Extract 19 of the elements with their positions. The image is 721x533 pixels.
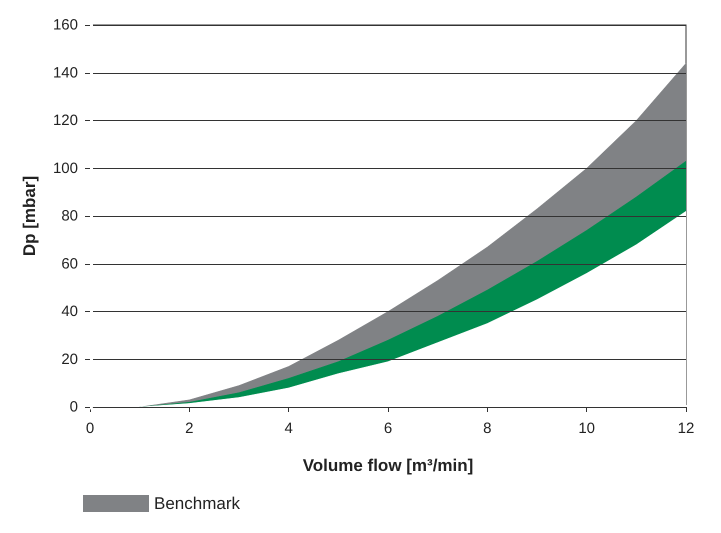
y-tick-label: 80 [61,208,78,224]
y-tick-label: 160 [52,16,78,34]
x-axis-title: Volume flow [m³/min] [302,456,474,475]
y-tick-label: 140 [52,64,78,82]
y-tick-label: 0 [70,398,78,416]
x-tick-label: 4 [284,420,293,437]
y-tick-label: 100 [52,160,78,177]
y-tick-label: 60 [61,255,78,272]
x-tick-label: 0 [86,420,94,437]
x-tick-label: 6 [384,420,392,437]
x-tick-label: 10 [578,420,596,437]
legend-label: Benchmark [154,494,240,513]
y-tick-label: 120 [52,112,78,129]
y-axis-title: Dp [mbar] [20,176,39,256]
x-tick-label: 2 [185,420,194,437]
y-tick-label: 20 [61,350,78,368]
y-tick-label: 40 [61,303,78,320]
x-tick-label: 8 [483,420,492,437]
x-tick-label: 12 [678,420,694,437]
